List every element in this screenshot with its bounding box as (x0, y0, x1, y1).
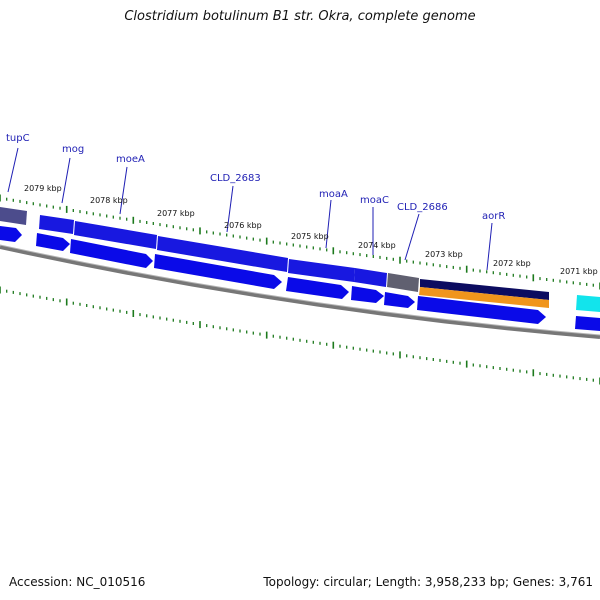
genome-backbone-highlight (0, 244, 600, 336)
accession-text: Accession: NC_010516 (9, 575, 146, 589)
tick-label-2076: 2076 kbp (224, 221, 262, 230)
tick-label-2078: 2078 kbp (90, 196, 128, 205)
gene-label-aorr[interactable]: aorR (482, 211, 505, 222)
tick-marks-outer (0, 194, 600, 290)
leader-cld-2683 (226, 185, 234, 233)
arrow-gene-3[interactable] (70, 239, 153, 268)
feature-moac[interactable] (354, 268, 387, 287)
leader-moea (119, 166, 128, 215)
tick-label-2072: 2072 kbp (493, 259, 531, 268)
genome-backbone (0, 245, 600, 339)
arrow-gene-4[interactable] (154, 254, 282, 289)
feature-aorr-navy[interactable] (420, 279, 549, 300)
feature-cyan[interactable] (576, 295, 600, 312)
arrow-gene-5[interactable] (286, 277, 349, 299)
tick-label-2073: 2073 kbp (425, 250, 463, 259)
gene-label-moaa[interactable]: moaA (319, 189, 348, 200)
arrow-gene-1[interactable] (0, 226, 22, 242)
tick-label-2079: 2079 kbp (24, 184, 62, 193)
arrow-gene-2[interactable] (36, 233, 70, 251)
map-title: Clostridium botulinum B1 str. Okra, comp… (124, 9, 476, 24)
arrow-gene-7[interactable] (384, 292, 415, 308)
leader-tupc (7, 147, 19, 193)
leader-moaa (325, 199, 332, 249)
tick-label-2074: 2074 kbp (358, 241, 396, 250)
tick-label-2071: 2071 kbp (560, 267, 598, 276)
genome-summary-text: Topology: circular; Length: 3,958,233 bp… (263, 575, 593, 589)
feature-moaa[interactable] (288, 259, 355, 282)
arrow-gene-6[interactable] (351, 286, 384, 303)
gene-label-moea[interactable]: moeA (116, 154, 145, 165)
gene-label-mog[interactable]: mog (62, 144, 84, 155)
tick-marks-inner (0, 286, 600, 385)
leader-aorr (486, 222, 493, 271)
gene-label-cld-2683[interactable]: CLD_2683 (210, 173, 261, 184)
feature-cld-2686-rna[interactable] (387, 273, 419, 292)
feature-mog[interactable] (39, 215, 74, 234)
tick-label-2075: 2075 kbp (291, 232, 329, 241)
tick-label-2077: 2077 kbp (157, 209, 195, 218)
arrow-gene-9[interactable] (575, 316, 600, 331)
feature-cld-2683[interactable] (157, 236, 288, 272)
feature-moea[interactable] (74, 221, 157, 249)
feature-tupc-segment[interactable] (0, 207, 27, 225)
leader-mog (61, 157, 71, 204)
gene-label-moac[interactable]: moaC (360, 195, 389, 206)
leader-cld-2686 (404, 213, 420, 261)
gene-label-cld-2686[interactable]: CLD_2686 (397, 202, 448, 213)
arrow-gene-8[interactable] (417, 296, 546, 324)
gene-label-tupc[interactable]: tupC (6, 133, 30, 144)
feature-aorr-orange[interactable] (419, 287, 549, 308)
